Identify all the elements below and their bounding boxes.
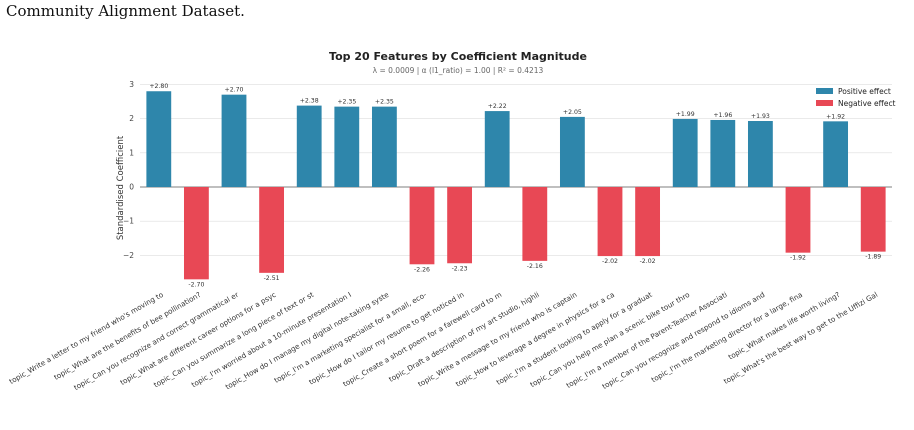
bar xyxy=(447,187,473,264)
data-label: +1.96 xyxy=(713,112,732,119)
bar xyxy=(409,187,435,265)
bar xyxy=(221,94,247,187)
legend: Positive effect Negative effect xyxy=(816,87,896,108)
y-tick-label: 3 xyxy=(129,80,134,89)
data-label: -2.02 xyxy=(602,258,618,265)
data-label: -2.70 xyxy=(188,281,204,288)
x-axis-ticks: topic_Write a letter to my friend who's … xyxy=(8,290,880,392)
bars xyxy=(146,91,886,280)
value-labels: +2.80 -2.70 +2.70 -2.51 +2.38 +2.35 +2.35 -2.26… xyxy=(149,83,881,288)
gridlines xyxy=(140,84,892,256)
chart-subtitle: λ = 0.0009 | α (l1_ratio) = 1.00 | R² = … xyxy=(373,66,544,75)
chart-title: Top 20 Features by Coefficient Magnitude xyxy=(329,50,587,63)
y-tick-label: 0 xyxy=(129,183,134,192)
y-tick-label: 1 xyxy=(129,148,134,157)
bar xyxy=(522,187,548,261)
bar xyxy=(860,187,886,252)
data-label: +1.99 xyxy=(676,111,695,118)
data-label: +2.80 xyxy=(149,83,168,90)
bar xyxy=(710,119,736,187)
data-label: +2.35 xyxy=(337,99,356,106)
legend-label-negative: Negative effect xyxy=(838,99,896,108)
y-axis-ticks: 3 2 1 0 −1 −2 xyxy=(123,80,134,260)
data-label: -2.26 xyxy=(414,266,430,273)
bar xyxy=(559,116,585,187)
bar xyxy=(334,106,360,187)
data-label: -1.92 xyxy=(790,255,806,262)
bar xyxy=(672,118,698,187)
caption-text: Community Alignment Dataset. xyxy=(6,2,245,20)
y-axis-label: Standardised Coefficient xyxy=(116,135,126,240)
data-label: +1.92 xyxy=(826,113,845,120)
bar xyxy=(597,187,623,257)
data-label: +1.93 xyxy=(751,113,770,120)
data-label: +2.35 xyxy=(375,99,394,106)
y-tick-label: −1 xyxy=(123,217,134,226)
data-label: -2.23 xyxy=(452,265,468,272)
data-label: +2.70 xyxy=(225,87,244,94)
bar xyxy=(785,187,811,253)
bar xyxy=(296,105,322,187)
data-label: +2.05 xyxy=(563,109,582,116)
bar xyxy=(635,187,661,257)
legend-swatch-positive xyxy=(816,88,833,94)
data-label: -2.02 xyxy=(640,258,656,265)
bar xyxy=(146,91,172,187)
legend-label-positive: Positive effect xyxy=(838,87,891,96)
bar xyxy=(259,187,285,273)
data-label: +2.22 xyxy=(488,103,507,110)
bar xyxy=(823,121,849,187)
y-tick-label: −2 xyxy=(123,251,134,260)
data-label: -2.16 xyxy=(527,263,543,270)
bar xyxy=(747,120,773,187)
legend-swatch-negative xyxy=(816,100,833,106)
data-label: -2.51 xyxy=(264,275,280,282)
bar xyxy=(183,187,209,280)
data-label: -1.89 xyxy=(865,254,881,261)
data-label: +2.38 xyxy=(300,98,319,105)
bar xyxy=(371,106,397,187)
y-tick-label: 2 xyxy=(129,114,134,123)
bar xyxy=(484,111,510,187)
